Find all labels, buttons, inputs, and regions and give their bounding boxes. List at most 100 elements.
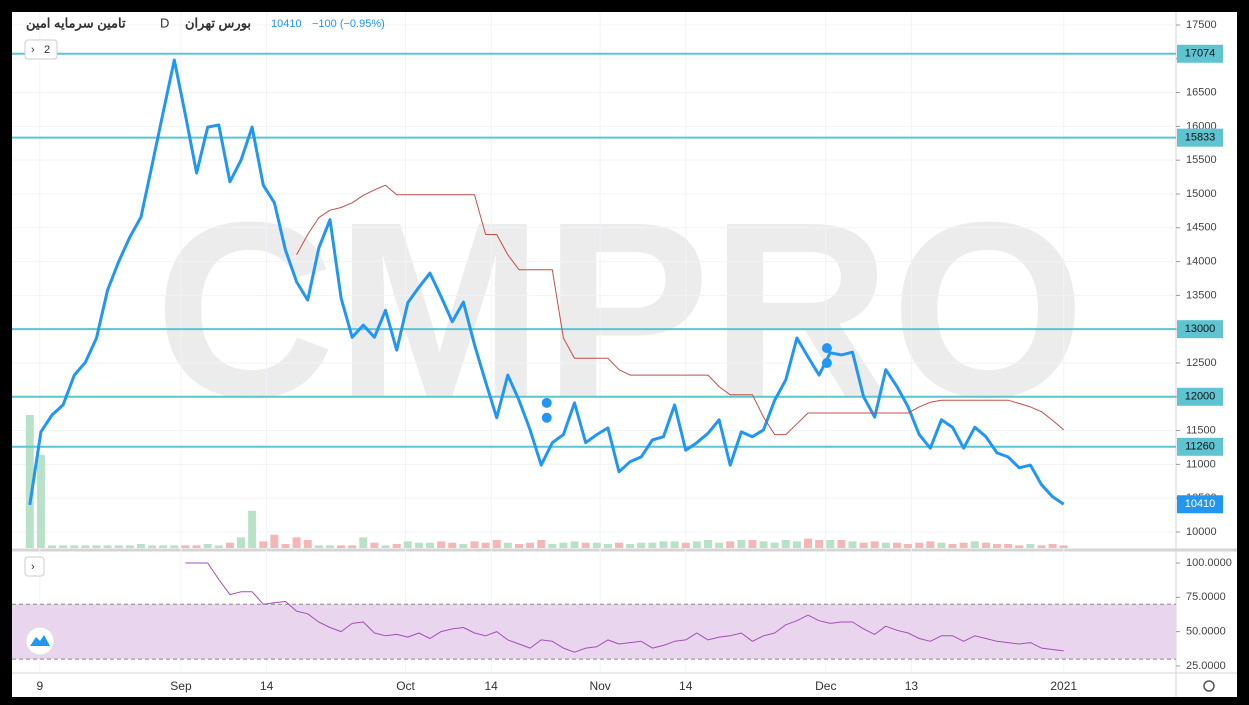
volume-bar: [1037, 545, 1046, 548]
volume-bar: [459, 544, 468, 548]
volume-bar: [615, 542, 624, 548]
volume-bar: [581, 542, 590, 548]
volume-bar: [815, 540, 824, 548]
volume-bar: [303, 540, 312, 548]
volume-bar: [892, 542, 901, 548]
volume-bar: [403, 541, 412, 548]
volume-bar: [981, 542, 990, 548]
volume-bar: [937, 542, 946, 548]
volume-bar: [648, 542, 657, 548]
volume-bar: [270, 534, 279, 548]
volume-bar: [481, 542, 490, 548]
volume-bar: [114, 545, 123, 548]
signal-dot: [541, 397, 552, 408]
volume-bar: [25, 415, 34, 548]
volume-bar: [1004, 544, 1013, 548]
volume-bar: [48, 545, 57, 548]
volume-bar: [437, 541, 446, 548]
pane-toggle[interactable]: [24, 556, 45, 577]
volume-bar: [993, 544, 1002, 548]
volume-bar: [826, 540, 835, 548]
volume-bar: [1015, 545, 1024, 548]
x-tick-label: 14: [484, 679, 498, 693]
volume-bar: [348, 545, 357, 548]
y-tick-label: 25.0000: [1186, 660, 1226, 672]
price-label: 11260: [1185, 441, 1215, 453]
volume-bar: [414, 542, 423, 548]
volume-bar: [70, 545, 79, 548]
band: [12, 604, 1176, 660]
volume-bar: [570, 541, 579, 548]
volume-bar: [526, 542, 535, 548]
series-line: [185, 562, 1064, 653]
price-label: 17074: [1185, 48, 1216, 60]
volume-bar: [81, 545, 90, 548]
volume-bar: [125, 545, 134, 548]
y-tick-label: 13500: [1186, 289, 1217, 301]
volume-bar: [670, 541, 679, 548]
volume-bar: [314, 545, 323, 548]
volume-bar: [859, 542, 868, 548]
volume-bar: [192, 545, 201, 548]
price-label-box: [1177, 44, 1223, 63]
volume-bar: [681, 542, 690, 548]
volume-bar: [370, 542, 379, 548]
volume-bar: [492, 540, 501, 548]
volume-bar: [804, 538, 813, 548]
y-tick-label: 11500: [1186, 424, 1216, 436]
volume-bar: [381, 545, 390, 548]
price-label: 15833: [1185, 132, 1216, 144]
y-tick-label: 14000: [1186, 255, 1217, 267]
change: −100 (−0.95%): [312, 18, 385, 30]
price-label: 13000: [1185, 323, 1216, 335]
volume-bar: [881, 542, 890, 548]
x-tick-label: Nov: [589, 679, 610, 693]
volume-bar: [1059, 545, 1068, 548]
volume-bar: [281, 544, 290, 548]
volume-bar: [759, 541, 768, 548]
signal-dot: [821, 357, 832, 368]
chevron: ›: [31, 44, 35, 56]
volume-bar: [92, 545, 101, 548]
price-label-box: [1177, 387, 1223, 406]
settings-icon[interactable]: [1203, 680, 1215, 692]
series-line: [296, 184, 1065, 436]
volume-bar: [603, 544, 612, 548]
volume-bar: [770, 542, 779, 548]
volume-bar: [837, 540, 846, 548]
volume-bar: [248, 510, 257, 548]
volume-bar: [637, 542, 646, 548]
symbol-name: تامین سرمایه امین: [26, 15, 126, 31]
y-tick-label: 10000: [1186, 526, 1217, 538]
volume-bar: [36, 454, 45, 548]
signal-dot: [821, 343, 832, 354]
pane-count: 2: [44, 44, 50, 56]
volume-bar: [214, 545, 223, 548]
x-tick-label: 14: [679, 679, 693, 693]
volume-bar: [470, 541, 479, 548]
y-tick-label: 75.0000: [1186, 591, 1226, 603]
volume-bar: [726, 541, 735, 548]
volume-bar: [170, 545, 179, 548]
y-tick-label: 11000: [1186, 458, 1216, 470]
series-line: [28, 58, 1065, 506]
x-tick-label: 2021: [1050, 679, 1077, 693]
volume-bar: [970, 541, 979, 548]
volume-bar: [959, 542, 968, 548]
header: تامین سرمایه امین D بورس تهران 10410 −10…: [24, 15, 1215, 692]
volume-bar: [325, 545, 334, 548]
volume-bar: [514, 544, 523, 548]
volume-bar: [548, 544, 557, 548]
volume-bar: [781, 540, 790, 548]
price: 10410: [271, 18, 302, 30]
volume-bar: [737, 540, 746, 548]
y-tick-label: 50.0000: [1186, 626, 1226, 638]
pane-toggle[interactable]: [24, 39, 58, 60]
volume-bar: [337, 545, 346, 548]
volume-bar: [792, 541, 801, 548]
x-tick-label: Dec: [815, 679, 836, 693]
volume-bar: [292, 537, 301, 548]
volume-bar: [503, 542, 512, 548]
x-tick-label: Sep: [170, 679, 192, 693]
volume-bar: [948, 544, 957, 548]
